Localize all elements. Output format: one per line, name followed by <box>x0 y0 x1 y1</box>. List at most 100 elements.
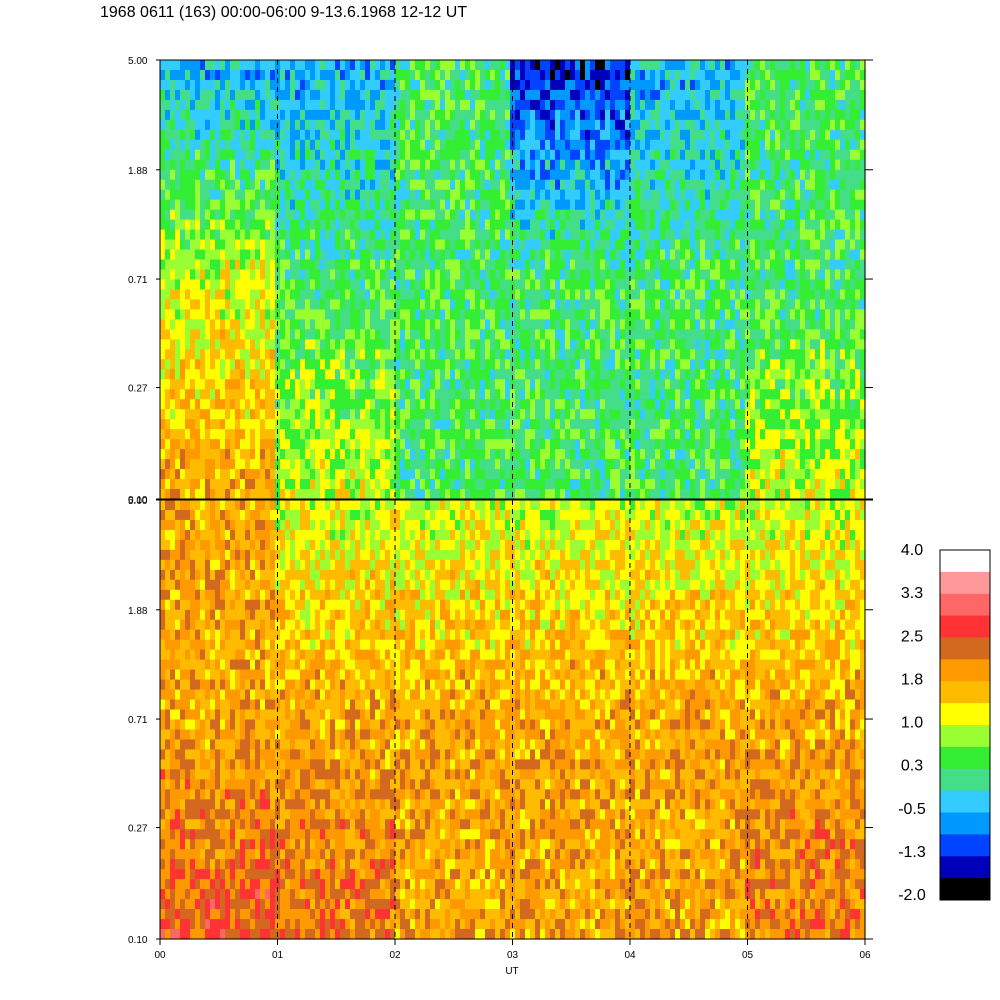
heatmap-cell <box>430 259 436 271</box>
heatmap-cell <box>170 179 176 191</box>
heatmap-cell <box>685 469 691 480</box>
heatmap-cell <box>310 249 316 261</box>
heatmap-cell <box>480 219 486 231</box>
heatmap-cell <box>705 319 711 330</box>
heatmap-cell <box>465 189 471 201</box>
heatmap-cell <box>520 379 526 390</box>
heatmap-cell <box>500 99 506 111</box>
heatmap-cell <box>530 159 536 171</box>
heatmap-cell <box>530 259 536 271</box>
heatmap-cell <box>395 209 401 221</box>
heatmap-cell <box>675 249 681 261</box>
heatmap-cell <box>350 269 356 281</box>
heatmap-cell <box>685 299 691 311</box>
heatmap-cell <box>615 299 621 311</box>
heatmap-cell <box>285 389 291 400</box>
heatmap-cell <box>515 299 521 311</box>
heatmap-cell <box>715 329 721 340</box>
heatmap-cell <box>265 459 271 470</box>
heatmap-cell <box>645 399 651 410</box>
heatmap-cell <box>490 319 496 330</box>
heatmap-cell <box>655 249 661 261</box>
heatmap-cell <box>630 479 636 490</box>
heatmap-cell <box>615 339 621 350</box>
heatmap-cell <box>190 79 196 91</box>
heatmap-cell <box>725 60 731 71</box>
heatmap-cell <box>460 399 466 410</box>
heatmap-cell <box>590 199 596 211</box>
heatmap-cell <box>185 449 191 460</box>
heatmap-cell <box>290 289 296 301</box>
heatmap-cell <box>625 60 631 71</box>
heatmap-cell <box>305 149 311 161</box>
heatmap-cell <box>690 139 696 151</box>
heatmap-cell <box>420 409 426 420</box>
heatmap-cell <box>460 369 466 380</box>
heatmap-cell <box>480 419 486 430</box>
heatmap-cell <box>565 339 571 350</box>
heatmap-cell <box>395 399 401 410</box>
heatmap-cell <box>595 129 601 141</box>
heatmap-cell <box>715 409 721 420</box>
heatmap-cell <box>690 409 696 420</box>
heatmap-cell <box>305 119 311 131</box>
heatmap-cell <box>335 60 341 71</box>
heatmap-cell <box>205 429 211 440</box>
heatmap-cell <box>280 179 286 191</box>
heatmap-cell <box>395 409 401 420</box>
heatmap-cell <box>380 399 386 410</box>
heatmap-cell <box>340 329 346 340</box>
panel-upper <box>159 59 866 500</box>
heatmap-cell <box>225 249 231 261</box>
heatmap-cell <box>315 249 321 261</box>
heatmap-cell <box>215 119 221 131</box>
heatmap-cell <box>215 209 221 221</box>
heatmap-cell <box>380 279 386 291</box>
heatmap-cell <box>425 399 431 410</box>
heatmap-cell <box>720 489 726 500</box>
heatmap-cell <box>405 469 411 480</box>
heatmap-cell <box>300 399 306 410</box>
heatmap-cell <box>290 329 296 340</box>
heatmap-cell <box>360 199 366 211</box>
heatmap-cell <box>205 119 211 131</box>
heatmap-cell <box>500 249 506 261</box>
heatmap-cell <box>430 439 436 450</box>
heatmap-cell <box>190 179 196 191</box>
heatmap-cell <box>195 469 201 480</box>
heatmap-cell <box>325 459 331 470</box>
heatmap-cell <box>450 199 456 211</box>
heatmap-cell <box>200 149 206 161</box>
heatmap-cell <box>565 69 571 81</box>
heatmap-cell <box>695 309 701 321</box>
heatmap-cell <box>300 289 306 301</box>
heatmap-cell <box>625 379 631 390</box>
heatmap-cell <box>505 349 511 360</box>
heatmap-cell <box>235 389 241 400</box>
heatmap-cell <box>255 149 261 161</box>
heatmap-cell <box>225 89 231 101</box>
heatmap-cell <box>250 379 256 390</box>
heatmap-cell <box>630 79 636 91</box>
heatmap-cell <box>170 99 176 111</box>
heatmap-cell <box>175 449 181 460</box>
heatmap-cell <box>235 449 241 460</box>
heatmap-cell <box>610 119 616 131</box>
heatmap-cell <box>365 179 371 191</box>
heatmap-cell <box>720 399 726 410</box>
heatmap-cell <box>655 399 661 410</box>
heatmap-cell <box>300 179 306 191</box>
heatmap-cell <box>175 209 181 221</box>
heatmap-cell <box>200 129 206 141</box>
heatmap-cell <box>255 289 261 301</box>
heatmap-cell <box>450 329 456 340</box>
heatmap-cell <box>490 489 496 500</box>
heatmap-cell <box>220 419 226 430</box>
heatmap-cell <box>305 239 311 251</box>
heatmap-cell <box>570 109 576 121</box>
heatmap-cell <box>340 169 346 181</box>
heatmap-cell <box>465 229 471 241</box>
heatmap-cell <box>335 439 341 450</box>
heatmap-cell <box>610 469 616 480</box>
heatmap-cell <box>590 169 596 181</box>
